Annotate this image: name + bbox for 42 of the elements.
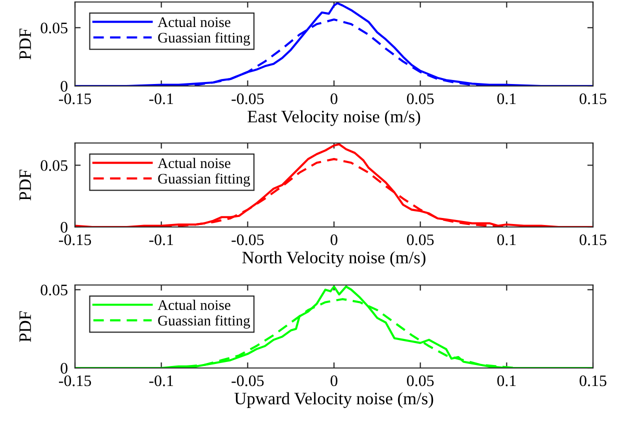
line-series: [75, 2, 593, 86]
x-tick-label: 0: [330, 375, 338, 386]
y-tick-label: 0.05: [40, 284, 68, 296]
x-tick-label: -0.05: [232, 375, 264, 386]
x-tick-label: -0.05: [232, 234, 264, 246]
legend-label: Guassian fitting: [158, 173, 250, 187]
y-tick-label: 0.05: [40, 22, 68, 34]
x-tick-label: 0: [330, 93, 338, 104]
y-tick-label: 0: [60, 80, 68, 92]
legend-label: Actual noise: [158, 16, 230, 28]
line-series: [75, 286, 593, 368]
legend-label: Guassian fitting: [158, 32, 250, 46]
x-axis-title: North Velocity noise (m/s): [242, 251, 426, 267]
x-tick-label: -0.05: [232, 93, 264, 104]
legend-label: Guassian fitting: [158, 315, 250, 329]
x-tick-label: 0.1: [497, 375, 516, 386]
x-axis-title: Upward Velocity noise (m/s): [234, 392, 434, 408]
x-tick-label: -0.1: [149, 234, 174, 246]
y-axis-title: PDF: [19, 311, 31, 342]
x-tick-label: -0.1: [149, 375, 174, 386]
x-tick-label: 0.1: [497, 93, 516, 104]
y-axis-title: PDF: [19, 170, 31, 200]
line-series: [75, 143, 593, 227]
legend-label: Actual noise: [158, 158, 230, 168]
x-tick-label: -0.15: [58, 93, 92, 104]
x-tick-label: 0.05: [406, 375, 434, 386]
x-tick-label: 0: [330, 234, 338, 246]
y-tick-label: 0.05: [40, 160, 68, 172]
x-axis-title: East Velocity noise (m/s): [248, 110, 420, 126]
x-tick-label: 0.05: [406, 234, 434, 246]
x-tick-label: 0.15: [580, 375, 606, 386]
x-tick-label: 0.15: [580, 234, 606, 246]
x-tick-label: -0.15: [58, 234, 92, 246]
y-tick-label: 0: [60, 362, 68, 374]
x-tick-label: 0.1: [497, 234, 516, 246]
x-tick-label: 0.05: [406, 93, 434, 104]
x-tick-label: 0.15: [580, 93, 606, 104]
y-axis-title: PDF: [19, 28, 31, 60]
legend-label: Actual noise: [158, 300, 230, 310]
x-tick-label: -0.1: [149, 93, 174, 104]
x-tick-label: -0.15: [58, 375, 92, 386]
y-tick-label: 0: [60, 222, 68, 233]
